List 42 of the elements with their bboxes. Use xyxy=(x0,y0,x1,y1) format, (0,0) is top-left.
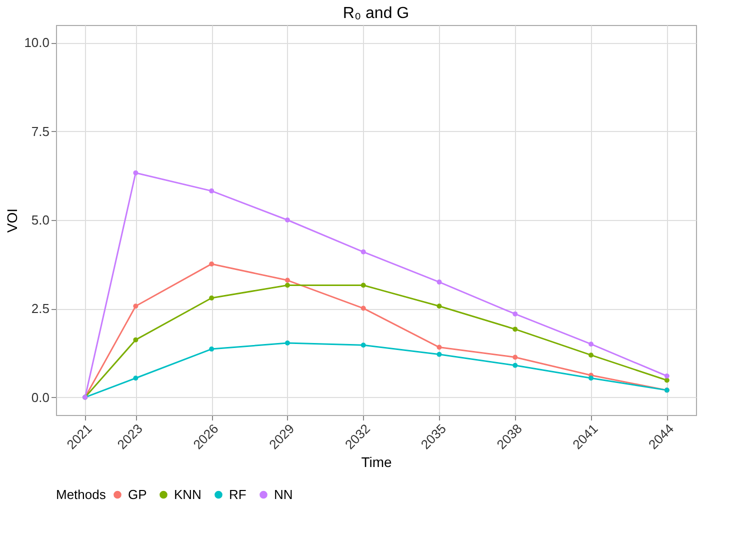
point xyxy=(436,304,442,309)
legend-title: Methods xyxy=(56,487,106,502)
point xyxy=(512,326,518,332)
point xyxy=(436,280,442,285)
point xyxy=(512,311,518,316)
y-tick-label: 7.5 xyxy=(31,124,50,139)
point xyxy=(133,337,138,342)
point xyxy=(360,306,366,311)
point xyxy=(360,342,366,348)
legend-label: RF xyxy=(229,486,246,502)
point xyxy=(436,352,442,357)
point xyxy=(360,249,366,254)
y-tick-label: 5.0 xyxy=(31,212,50,228)
point xyxy=(360,282,366,288)
point xyxy=(436,344,442,350)
y-axis-title: VOI xyxy=(4,208,20,233)
point xyxy=(284,340,290,346)
chart-title: R₀ and G xyxy=(342,5,410,22)
point xyxy=(209,296,214,300)
point xyxy=(588,342,594,347)
point xyxy=(284,218,290,222)
legend-label: KNN xyxy=(174,486,202,502)
y-tick-label: 2.5 xyxy=(31,301,50,316)
point xyxy=(284,278,290,283)
point xyxy=(133,170,138,176)
point xyxy=(588,352,594,358)
point xyxy=(133,376,138,381)
point xyxy=(209,188,214,194)
legend-label: NN xyxy=(274,486,293,502)
point xyxy=(664,374,670,378)
point xyxy=(133,304,138,309)
point xyxy=(512,354,518,360)
point xyxy=(588,376,594,381)
x-axis-title: Time xyxy=(361,454,392,470)
point xyxy=(209,261,214,266)
legend-label: GP xyxy=(128,486,147,502)
point xyxy=(664,378,670,383)
point xyxy=(512,362,518,368)
y-tick-label: 0.0 xyxy=(31,390,50,405)
y-tick-label: 10.0 xyxy=(24,35,50,50)
point xyxy=(209,346,214,352)
point xyxy=(284,282,290,288)
